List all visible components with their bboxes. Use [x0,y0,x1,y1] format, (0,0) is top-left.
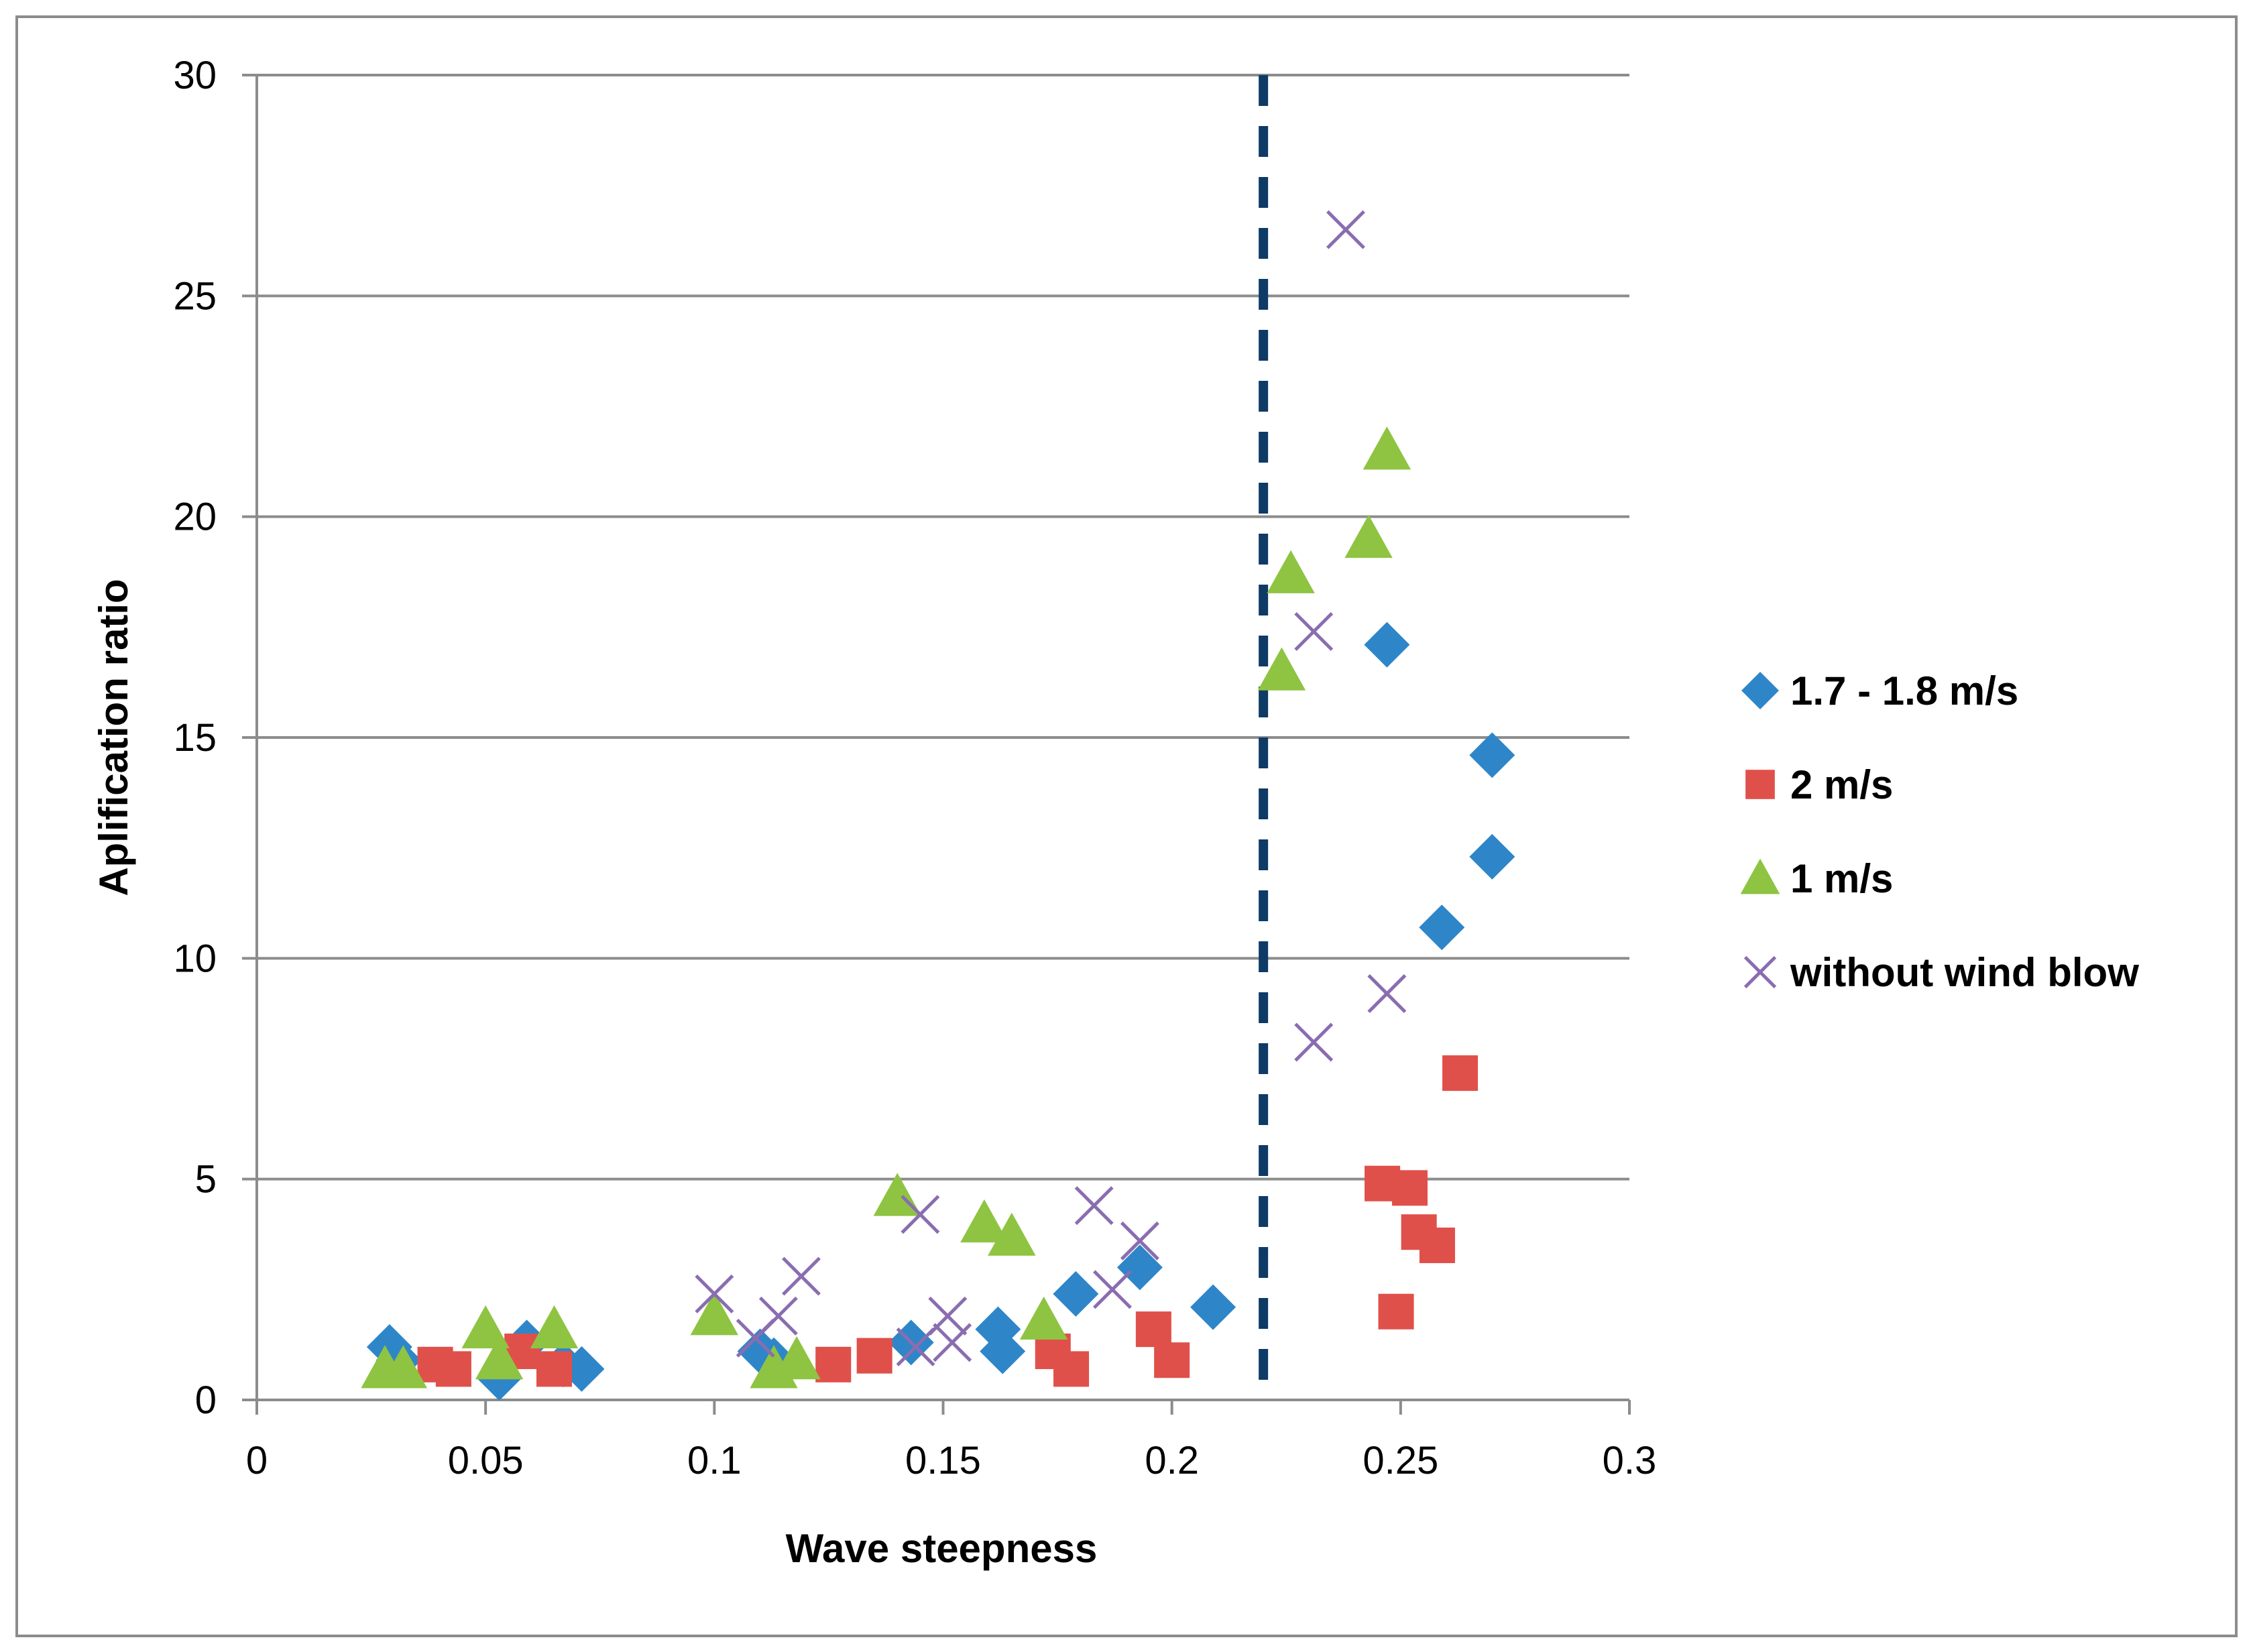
data-point-x [928,1296,968,1336]
y-tick-label: 0 [195,1378,217,1422]
data-point-triangle [988,1212,1036,1256]
data-point-square [435,1351,471,1387]
data-point-square [1419,1227,1455,1263]
data-point-x [896,1327,935,1366]
data-point-diamond [1469,833,1515,880]
data-points [361,210,1515,1401]
legend-marker-triangle [1740,858,1780,894]
legend-label: 1 m/s [1790,856,1893,901]
data-point-diamond [980,1328,1026,1374]
legend: 1.7 - 1.8 m/s 2 m/s 1 m/s without wind blow [1740,668,2139,995]
data-point-diamond [1419,904,1465,951]
y-tick-label: 5 [195,1158,217,1201]
legend-marker-square [1745,770,1775,799]
data-point-x [782,1256,821,1296]
y-tick-label: 25 [173,274,217,318]
data-point-diamond [1190,1284,1236,1330]
data-point-triangle [379,1345,428,1389]
data-point-square [536,1351,573,1387]
data-point-x [1294,611,1334,651]
data-point-triangle [1344,514,1393,558]
data-point-diamond [1469,732,1515,778]
data-point-diamond [1364,622,1410,668]
data-point-diamond [1053,1271,1099,1317]
data-point-x [1294,1022,1334,1062]
y-tick-label: 10 [173,937,217,980]
data-point-square [1378,1293,1414,1330]
chart-border [15,15,2238,1637]
data-point-square [1154,1342,1190,1378]
axes: 0 5 10 15 20 25 30 0 0.05 0.1 0.15 0.2 0.25 0.3 [173,54,1656,1482]
data-point-triangle [475,1336,524,1380]
x-tick-label: 0.1 [687,1439,742,1482]
data-point-x [933,1323,972,1362]
y-axis-title: Aplification ratio [91,579,136,896]
data-point-diamond [1116,1244,1163,1291]
legend-label: without wind blow [1790,950,2139,995]
x-tick-label: 0.3 [1603,1439,1657,1482]
data-point-x [1074,1186,1114,1226]
data-point-square [1442,1055,1479,1092]
data-point-triangle [1267,550,1315,593]
data-point-triangle [772,1336,821,1380]
data-point-square [856,1338,892,1374]
data-point-x [1120,1221,1159,1260]
legend-marker-x [1743,955,1777,989]
legend-marker-diamond [1741,672,1779,709]
data-point-x [1326,210,1365,249]
data-point-triangle [690,1292,739,1336]
data-point-square [1391,1170,1428,1206]
data-point-x [695,1274,734,1313]
data-point-triangle [530,1305,579,1349]
data-point-triangle [1363,426,1411,470]
x-tick-label: 0.15 [905,1439,981,1482]
x-tick-label: 0.05 [448,1439,524,1482]
data-point-x [901,1195,940,1234]
legend-label: 1.7 - 1.8 m/s [1790,668,2018,713]
y-tick-label: 30 [173,54,217,97]
data-point-triangle [960,1199,1008,1243]
y-tick-label: 15 [173,716,217,760]
y-tick-label: 20 [173,495,217,539]
data-point-square [815,1346,852,1382]
data-point-x [1367,974,1407,1013]
x-tick-label: 0.25 [1363,1439,1438,1482]
legend-label: 2 m/s [1790,762,1893,807]
data-point-x [1092,1270,1132,1309]
x-tick-label: 0 [246,1439,268,1482]
data-point-triangle [461,1305,510,1349]
x-tick-label: 0.2 [1145,1439,1199,1482]
data-point-square [1135,1311,1171,1348]
x-axis-title: Wave steepness [786,1526,1098,1571]
data-point-triangle [1019,1296,1068,1340]
data-point-x [758,1296,798,1336]
data-point-triangle [1257,647,1306,691]
data-point-square [1053,1351,1090,1387]
